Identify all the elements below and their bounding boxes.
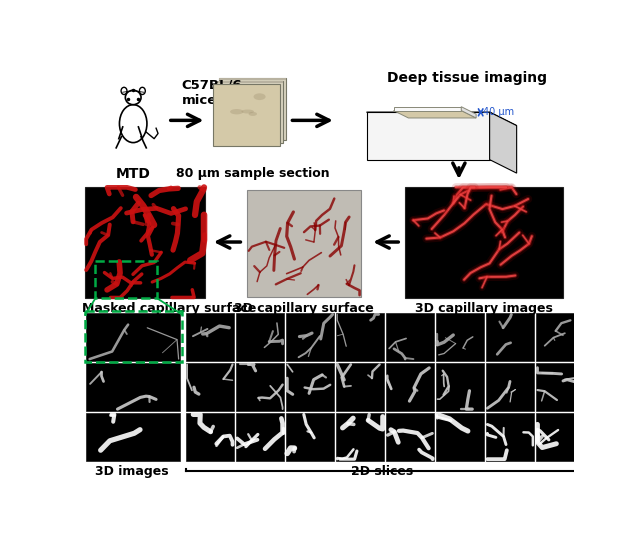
Bar	[186, 363, 234, 411]
Bar	[216, 81, 284, 83]
Bar	[86, 187, 205, 298]
Bar	[285, 363, 334, 411]
Polygon shape	[367, 112, 490, 160]
Polygon shape	[394, 110, 476, 118]
Polygon shape	[394, 107, 461, 110]
Bar	[336, 313, 384, 361]
Bar	[86, 311, 182, 362]
Ellipse shape	[253, 94, 266, 100]
Bar	[536, 313, 584, 361]
Text: 3D images: 3D images	[95, 465, 168, 478]
Text: C57BL/6
mice: C57BL/6 mice	[182, 79, 243, 107]
Ellipse shape	[248, 112, 257, 116]
Text: 2D slices: 2D slices	[351, 465, 413, 478]
Ellipse shape	[140, 87, 145, 95]
Text: MTD: MTD	[116, 167, 150, 181]
Bar	[86, 313, 180, 361]
Bar	[236, 413, 284, 461]
Text: 3D capillary images: 3D capillary images	[415, 302, 552, 315]
Text: 3D capillary surface: 3D capillary surface	[234, 302, 374, 315]
Ellipse shape	[121, 87, 127, 95]
Bar	[285, 313, 334, 361]
Bar	[386, 363, 435, 411]
Bar	[436, 363, 484, 411]
Ellipse shape	[120, 104, 147, 143]
Text: 40 μm: 40 μm	[483, 107, 514, 117]
Text: Deep tissue imaging: Deep tissue imaging	[387, 71, 547, 85]
Bar	[86, 363, 180, 411]
Bar	[386, 313, 435, 361]
Bar	[436, 413, 484, 461]
Bar	[219, 78, 287, 140]
Bar	[186, 413, 234, 461]
Polygon shape	[461, 107, 476, 118]
Bar	[86, 413, 180, 461]
Bar	[486, 313, 534, 361]
Bar	[212, 84, 280, 146]
Bar	[536, 413, 584, 461]
Bar	[386, 413, 435, 461]
Bar	[405, 187, 563, 298]
Bar	[336, 363, 384, 411]
Bar	[247, 190, 361, 296]
Bar	[536, 363, 584, 411]
Text: 80 μm sample section: 80 μm sample section	[176, 167, 330, 180]
Bar	[486, 363, 534, 411]
Bar	[436, 313, 484, 361]
Bar	[236, 363, 284, 411]
Polygon shape	[490, 112, 516, 173]
Bar	[219, 78, 287, 80]
Text: Masked capillary surface: Masked capillary surface	[82, 302, 256, 315]
Bar	[486, 413, 534, 461]
Polygon shape	[367, 112, 516, 126]
Bar	[95, 261, 157, 298]
Ellipse shape	[241, 109, 254, 114]
Ellipse shape	[230, 109, 243, 114]
Bar	[285, 413, 334, 461]
Bar	[236, 313, 284, 361]
Bar	[216, 81, 284, 143]
Ellipse shape	[125, 90, 141, 104]
Bar	[336, 413, 384, 461]
Bar	[186, 313, 234, 361]
